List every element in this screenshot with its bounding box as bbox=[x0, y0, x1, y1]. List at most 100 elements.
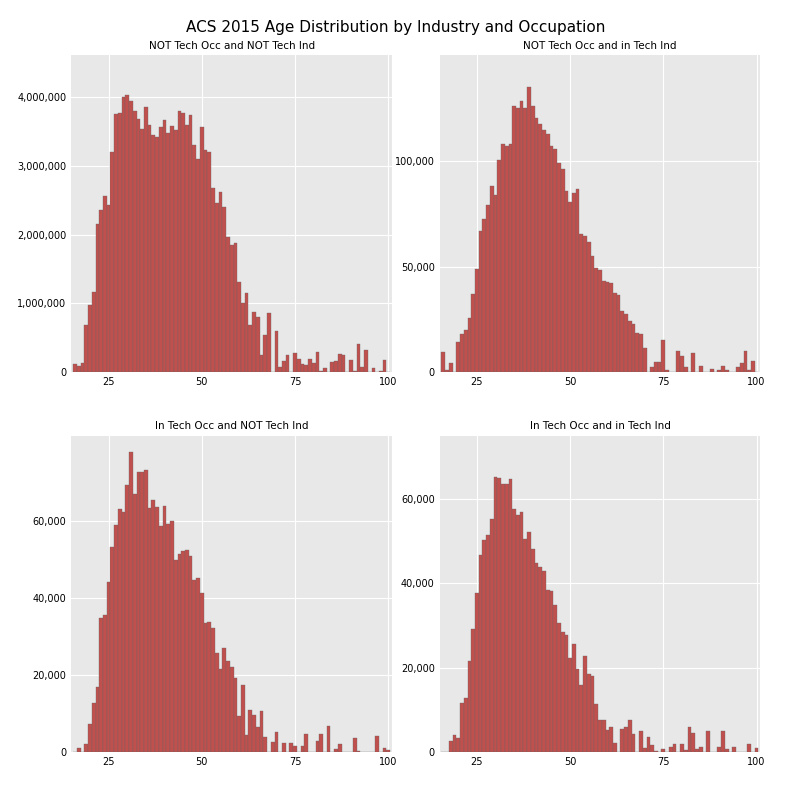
Bar bbox=[125, 485, 129, 752]
Bar bbox=[304, 365, 308, 372]
Bar bbox=[554, 149, 557, 372]
Bar bbox=[215, 653, 219, 752]
Bar bbox=[609, 284, 613, 372]
Bar bbox=[114, 525, 118, 752]
Bar bbox=[264, 737, 267, 752]
Bar bbox=[482, 539, 486, 752]
Bar bbox=[275, 331, 278, 372]
Bar bbox=[520, 101, 524, 372]
Bar bbox=[531, 106, 535, 372]
Bar bbox=[725, 749, 729, 752]
Bar bbox=[508, 478, 512, 752]
Bar bbox=[301, 745, 304, 752]
Bar bbox=[155, 507, 159, 752]
Bar bbox=[516, 515, 520, 752]
Bar bbox=[334, 361, 338, 372]
Bar bbox=[602, 720, 606, 752]
Bar bbox=[445, 370, 449, 372]
Bar bbox=[620, 729, 624, 752]
Bar bbox=[166, 133, 170, 372]
Bar bbox=[133, 111, 136, 372]
Bar bbox=[725, 370, 729, 372]
Bar bbox=[691, 733, 695, 752]
Bar bbox=[598, 270, 602, 372]
Bar bbox=[136, 472, 140, 752]
Bar bbox=[323, 368, 327, 372]
Bar bbox=[508, 143, 512, 372]
Bar bbox=[490, 520, 493, 752]
Bar bbox=[353, 738, 356, 752]
Bar bbox=[591, 257, 594, 372]
Bar bbox=[535, 117, 539, 372]
Bar bbox=[92, 703, 96, 752]
Bar bbox=[356, 344, 360, 372]
Bar bbox=[330, 363, 334, 372]
Bar bbox=[624, 727, 628, 752]
Bar bbox=[144, 470, 148, 752]
Bar bbox=[669, 747, 672, 752]
Bar bbox=[613, 744, 617, 752]
Bar bbox=[628, 322, 632, 372]
Bar bbox=[77, 366, 81, 372]
Bar bbox=[170, 521, 174, 752]
Bar bbox=[449, 363, 452, 372]
Bar bbox=[200, 127, 204, 372]
Bar bbox=[166, 524, 170, 752]
Bar bbox=[583, 235, 587, 372]
Bar bbox=[572, 644, 576, 752]
Bar bbox=[646, 737, 650, 752]
Bar bbox=[230, 245, 234, 372]
Bar bbox=[543, 570, 546, 752]
Bar bbox=[516, 108, 520, 372]
Bar bbox=[181, 113, 185, 372]
Bar bbox=[543, 130, 546, 372]
Bar bbox=[587, 242, 591, 372]
Bar bbox=[133, 493, 136, 752]
Bar bbox=[576, 189, 580, 372]
Bar bbox=[565, 635, 568, 752]
Bar bbox=[493, 477, 497, 752]
Bar bbox=[185, 125, 188, 372]
Bar bbox=[722, 731, 725, 752]
Bar bbox=[162, 506, 166, 752]
Bar bbox=[81, 364, 84, 372]
Bar bbox=[312, 364, 315, 372]
Bar bbox=[264, 335, 267, 372]
Bar bbox=[282, 743, 286, 752]
Bar bbox=[643, 348, 646, 372]
Bar bbox=[181, 550, 185, 752]
Bar bbox=[748, 371, 751, 372]
Bar bbox=[271, 741, 275, 752]
Bar bbox=[215, 204, 219, 372]
Bar bbox=[151, 135, 155, 372]
Bar bbox=[200, 592, 204, 752]
Bar bbox=[118, 509, 122, 752]
Text: ACS 2015 Age Distribution by Industry and Occupation: ACS 2015 Age Distribution by Industry an… bbox=[186, 20, 606, 35]
Bar bbox=[252, 714, 256, 752]
Bar bbox=[349, 360, 353, 372]
Bar bbox=[639, 732, 643, 752]
Bar bbox=[208, 622, 211, 752]
Bar bbox=[557, 623, 561, 752]
Bar bbox=[174, 560, 177, 752]
Bar bbox=[456, 342, 460, 372]
Bar bbox=[650, 367, 654, 372]
Bar bbox=[219, 192, 223, 372]
Bar bbox=[245, 292, 249, 372]
Bar bbox=[77, 748, 81, 752]
Bar bbox=[486, 535, 490, 752]
Bar bbox=[315, 352, 319, 372]
Bar bbox=[464, 330, 467, 372]
Bar bbox=[353, 371, 356, 372]
Bar bbox=[114, 114, 118, 372]
Bar bbox=[196, 578, 200, 752]
Bar bbox=[583, 656, 587, 752]
Bar bbox=[125, 95, 129, 372]
Bar bbox=[744, 351, 748, 372]
Bar bbox=[683, 750, 687, 752]
Bar bbox=[103, 615, 107, 752]
Bar bbox=[260, 711, 264, 752]
Bar bbox=[148, 508, 151, 752]
Bar bbox=[159, 526, 162, 752]
Bar bbox=[129, 452, 133, 752]
